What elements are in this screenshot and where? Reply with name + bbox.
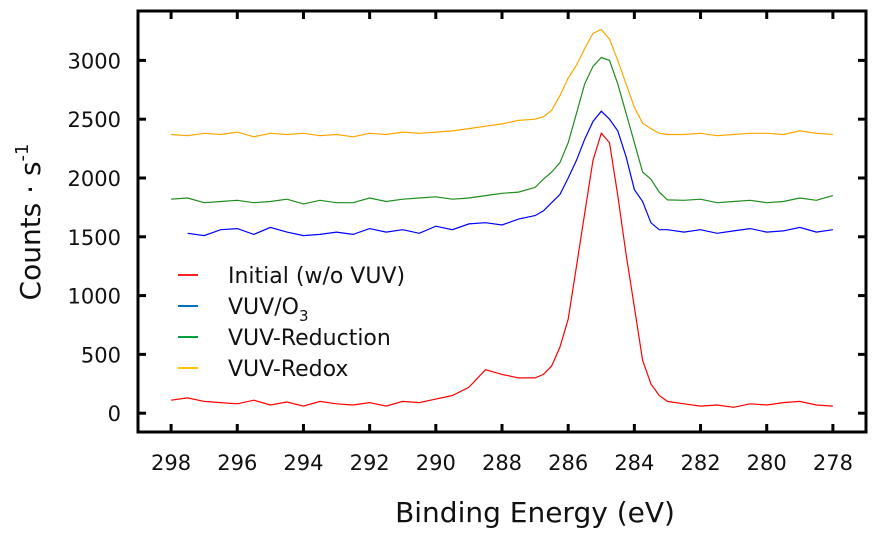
series-line-2 (171, 56, 834, 205)
ticks: 298 296 294 292 290 288 286 284 282 280 278 0 500 100… (68, 11, 866, 475)
x-tick-label: 296 (217, 451, 257, 475)
y-tick-label: 2000 (68, 167, 121, 191)
x-tick-label: 278 (813, 451, 853, 475)
legend-label-text: VUV/O (228, 295, 299, 320)
x-tick-label: 298 (151, 451, 191, 475)
x-tick-label: 286 (548, 451, 588, 475)
y-tick-label: 500 (81, 343, 121, 367)
y-tick-label: 3000 (68, 49, 121, 73)
x-tick-label: 288 (482, 451, 522, 475)
legend-label-text: VUV-Redox (228, 357, 348, 382)
legend-label-2: VUV-Reduction (228, 326, 391, 351)
x-axis-title: Binding Energy (eV) (395, 496, 675, 529)
legend-label-0: Initial (w/o VUV) (228, 264, 405, 289)
legend-label-text: VUV-Reduction (228, 326, 391, 351)
x-tick-label: 292 (350, 451, 390, 475)
series-line-3 (171, 28, 833, 138)
y-tick-label: 1500 (68, 226, 121, 250)
y-axis-title-text: Counts · s (14, 161, 47, 300)
legend-label-sub: 3 (299, 307, 309, 325)
y-tick-label: 0 (108, 402, 121, 426)
y-tick-label: 1000 (68, 285, 121, 309)
legend-label-1: VUV/O3 (228, 295, 308, 325)
x-tick-label: 290 (416, 451, 456, 475)
y-axis-title-sup: -1 (12, 144, 33, 162)
x-tick-label: 284 (614, 451, 654, 475)
x-tick-label: 294 (283, 451, 323, 475)
series-line-1 (187, 110, 833, 237)
series-layer (171, 28, 834, 408)
legend-label-3: VUV-Redox (228, 357, 348, 382)
series-line-0 (171, 131, 833, 408)
y-tick-label: 2500 (68, 108, 121, 132)
y-axis-title: Counts · s-1 (12, 144, 47, 301)
x-tick-label: 280 (747, 451, 787, 475)
legend-label-text: Initial (w/o VUV) (228, 264, 405, 289)
x-tick-label: 282 (680, 451, 720, 475)
